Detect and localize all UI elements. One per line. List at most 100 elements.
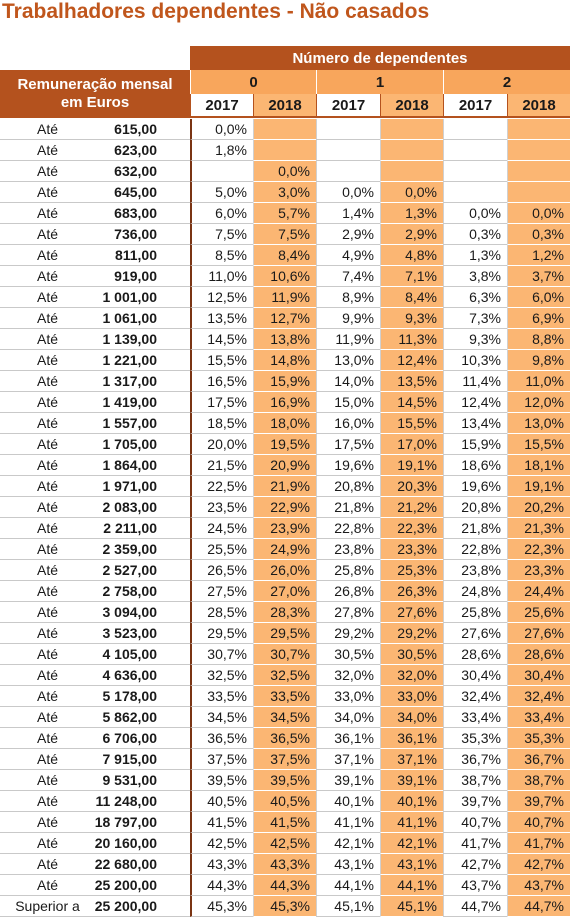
row-label: Até	[0, 623, 95, 644]
rate-cell: 29,2%	[316, 623, 380, 644]
rate-cell: 42,7%	[507, 854, 570, 875]
rate-cell: 18,5%	[190, 413, 253, 434]
row-label: Até	[0, 707, 95, 728]
rate-cell: 43,7%	[507, 875, 570, 896]
row-label: Até	[0, 854, 95, 875]
rate-cell: 15,5%	[380, 413, 443, 434]
rate-cell: 25,6%	[507, 602, 570, 623]
rate-cell: 11,3%	[380, 329, 443, 350]
rate-cell: 43,1%	[316, 854, 380, 875]
rate-cell: 29,5%	[190, 623, 253, 644]
amount: 11 248,00	[95, 791, 190, 812]
rate-cell: 28,3%	[253, 602, 316, 623]
rate-cell: 42,1%	[380, 833, 443, 854]
rate-cell: 13,4%	[443, 413, 507, 434]
rate-cell: 5,0%	[190, 182, 253, 203]
rate-cell: 33,0%	[316, 686, 380, 707]
rate-cell: 23,3%	[380, 539, 443, 560]
rate-cell: 11,0%	[190, 266, 253, 287]
rate-cell: 14,5%	[190, 329, 253, 350]
rate-cell: 41,1%	[316, 812, 380, 833]
rate-cell: 21,2%	[380, 497, 443, 518]
rate-cell: 30,7%	[190, 644, 253, 665]
rate-cell: 24,9%	[253, 539, 316, 560]
rate-cell: 39,1%	[380, 770, 443, 791]
rate-cell: 27,6%	[507, 623, 570, 644]
rate-cell: 13,5%	[380, 371, 443, 392]
rate-cell	[443, 182, 507, 203]
rate-cell: 10,3%	[443, 350, 507, 371]
rate-cell: 23,8%	[316, 539, 380, 560]
amount: 3 523,00	[95, 623, 190, 644]
rate-cell: 13,5%	[190, 308, 253, 329]
rate-cell: 20,8%	[443, 497, 507, 518]
amount: 736,00	[95, 224, 190, 245]
rate-cell: 1,4%	[316, 203, 380, 224]
rate-cell: 34,5%	[253, 707, 316, 728]
rate-cell: 25,3%	[380, 560, 443, 581]
amount: 615,00	[95, 119, 190, 140]
rate-cell: 32,0%	[380, 665, 443, 686]
rate-cell: 44,7%	[507, 896, 570, 917]
rate-cell: 41,1%	[380, 812, 443, 833]
rate-cell: 20,2%	[507, 497, 570, 518]
rate-cell: 34,5%	[190, 707, 253, 728]
row-label: Até	[0, 140, 95, 161]
rate-cell: 42,1%	[316, 833, 380, 854]
rate-cell: 8,4%	[253, 245, 316, 266]
row-label: Até	[0, 224, 95, 245]
rate-cell: 19,1%	[507, 476, 570, 497]
row-label: Até	[0, 161, 95, 182]
rate-cell: 16,5%	[190, 371, 253, 392]
rate-cell: 19,5%	[253, 434, 316, 455]
row-label-header: Remuneração mensal em Euros	[0, 70, 190, 118]
amount: 1 971,00	[95, 476, 190, 497]
rate-cell: 15,0%	[316, 392, 380, 413]
rate-cell: 6,3%	[443, 287, 507, 308]
rate-cell: 13,0%	[507, 413, 570, 434]
rate-cell: 32,4%	[443, 686, 507, 707]
rate-cell: 22,9%	[253, 497, 316, 518]
rate-cell: 7,3%	[443, 308, 507, 329]
rate-cell: 32,0%	[316, 665, 380, 686]
rate-cell: 38,7%	[507, 770, 570, 791]
rate-cell: 39,5%	[253, 770, 316, 791]
rate-cell: 43,1%	[380, 854, 443, 875]
rate-cell	[316, 119, 380, 140]
rate-cell: 0,0%	[443, 203, 507, 224]
row-label: Até	[0, 581, 95, 602]
rate-cell: 34,0%	[380, 707, 443, 728]
rate-cell: 8,5%	[190, 245, 253, 266]
rate-cell: 37,5%	[253, 749, 316, 770]
rate-cell: 3,7%	[507, 266, 570, 287]
rate-cell: 27,6%	[380, 602, 443, 623]
rate-cell: 14,0%	[316, 371, 380, 392]
row-label: Até	[0, 245, 95, 266]
rate-cell: 40,7%	[443, 812, 507, 833]
rate-cell	[253, 140, 316, 161]
row-label: Até	[0, 644, 95, 665]
rate-cell: 1,2%	[507, 245, 570, 266]
row-label: Até	[0, 812, 95, 833]
rate-cell: 41,7%	[443, 833, 507, 854]
year-header: 2018	[507, 94, 570, 118]
amount: 632,00	[95, 161, 190, 182]
rate-cell: 25,8%	[443, 602, 507, 623]
rate-cell: 12,4%	[380, 350, 443, 371]
amount: 1 705,00	[95, 434, 190, 455]
rate-cell: 7,5%	[190, 224, 253, 245]
amount: 6 706,00	[95, 728, 190, 749]
amount: 2 083,00	[95, 497, 190, 518]
amount: 9 531,00	[95, 770, 190, 791]
row-label: Até	[0, 875, 95, 896]
rate-cell: 13,0%	[316, 350, 380, 371]
rate-cell: 33,5%	[190, 686, 253, 707]
amount: 7 915,00	[95, 749, 190, 770]
row-label: Até	[0, 476, 95, 497]
rate-cell: 22,5%	[190, 476, 253, 497]
row-label: Até	[0, 371, 95, 392]
rate-cell: 17,0%	[380, 434, 443, 455]
amount: 2 359,00	[95, 539, 190, 560]
rate-cell: 40,5%	[190, 791, 253, 812]
rate-cell: 40,1%	[380, 791, 443, 812]
